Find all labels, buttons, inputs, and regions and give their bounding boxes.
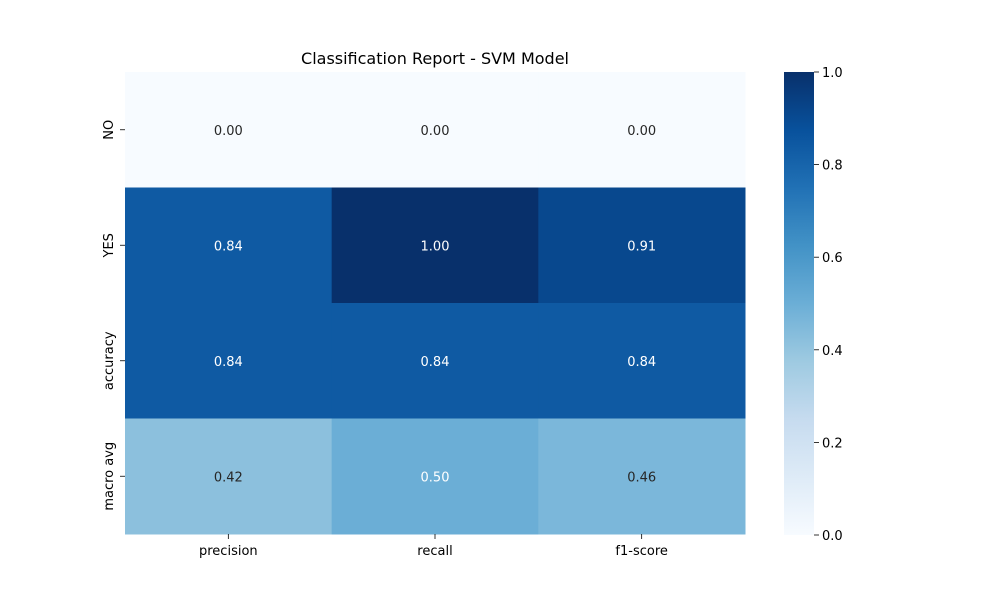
cell-label-1-0: 0.84 — [214, 239, 243, 254]
heatmap-cell-2-2 — [538, 303, 746, 419]
cell-label-3-2: 0.46 — [627, 470, 656, 485]
cell-label-2-1: 0.84 — [421, 355, 450, 370]
cell-label-0-1: 0.00 — [421, 124, 450, 139]
heatmap-cell-1-0 — [125, 187, 333, 304]
cell-label-1-2: 0.91 — [627, 239, 656, 254]
colorbar-tick-label-4: 0.8 — [822, 159, 843, 174]
cell-label-0-0: 0.00 — [214, 124, 243, 139]
colorbar-tick-label-2: 0.4 — [822, 344, 843, 359]
colorbar-tick-label-0: 0.0 — [822, 529, 843, 544]
heatmap-cell-1-2 — [538, 187, 746, 304]
heatmap-cell-1-1 — [331, 187, 539, 304]
x-tick-label-2: f1-score — [615, 544, 667, 559]
y-tick-label-2: accuracy — [102, 331, 117, 390]
heatmap-cell-0-2 — [538, 72, 746, 188]
x-tick-label-0: precision — [199, 544, 258, 559]
cell-label-3-1: 0.50 — [421, 470, 450, 485]
colorbar-axis: 0.0 0.2 0.4 0.6 0.8 1.0 — [814, 66, 843, 544]
y-tick-label-1: YES — [102, 233, 117, 258]
y-tick-label-0: NO — [102, 120, 117, 140]
cell-label-2-0: 0.84 — [214, 355, 243, 370]
colorbar — [784, 72, 814, 535]
heatmap-cell-3-0 — [125, 418, 333, 535]
colorbar-tick-label-5: 1.0 — [822, 66, 843, 81]
cell-label-1-1: 1.00 — [421, 239, 450, 254]
y-tick-label-3: macro avg — [102, 442, 117, 511]
heatmap-cell-labels: 0.00 0.00 0.00 0.84 1.00 0.91 0.84 0.84 0.84 0.42… — [214, 124, 656, 486]
heatmap-cell-3-2 — [538, 418, 746, 535]
colorbar-tick-label-3: 0.6 — [822, 251, 843, 266]
chart-title: Classification Report - SVM Model — [301, 49, 569, 68]
x-tick-label-1: recall — [417, 544, 452, 559]
heatmap-cell-2-1 — [331, 303, 539, 419]
cell-label-0-2: 0.00 — [627, 124, 656, 139]
heatmap-cell-2-0 — [125, 303, 333, 419]
y-axis: NO YES accuracy macro avg — [102, 120, 125, 511]
heatmap-cell-3-1 — [331, 418, 539, 535]
colorbar-tick-label-1: 0.2 — [822, 436, 843, 451]
cell-label-3-0: 0.42 — [214, 470, 243, 485]
heatmap-cell-0-1 — [331, 72, 539, 188]
heatmap-cell-0-0 — [125, 72, 333, 188]
x-axis: precision recall f1-score — [199, 534, 668, 559]
cell-label-2-2: 0.84 — [627, 355, 656, 370]
heatmap-cells — [125, 72, 746, 535]
